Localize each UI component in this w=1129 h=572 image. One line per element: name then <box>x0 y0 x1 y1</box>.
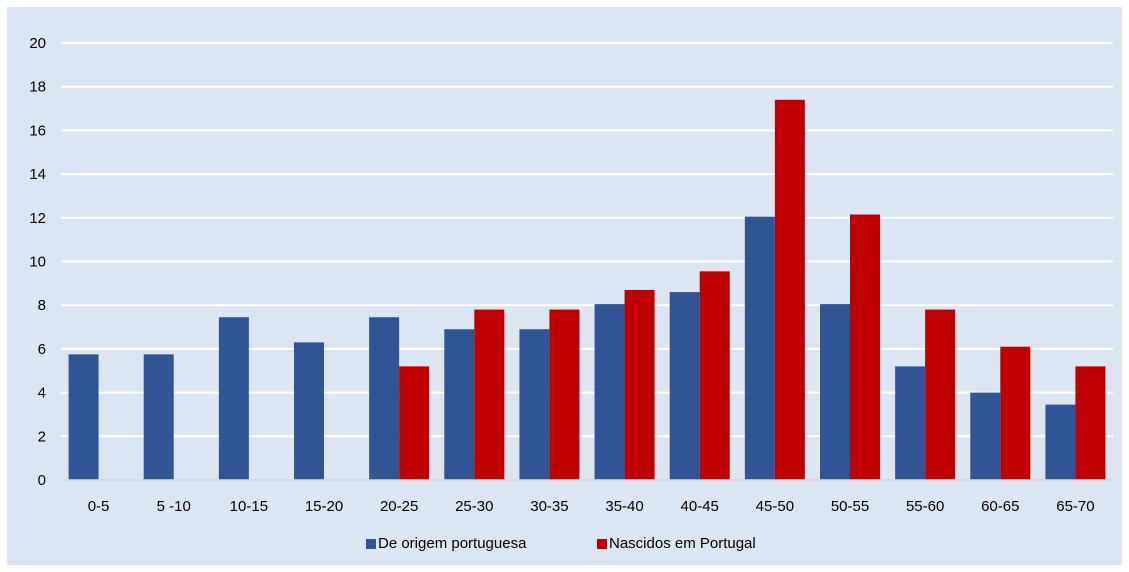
bar-de-origem-portuguesa-60-65 <box>970 392 1001 480</box>
legend-label-de-origem-portuguesa: De origem portuguesa <box>378 535 527 552</box>
legend: De origem portuguesa Nascidos em Portuga… <box>366 535 756 552</box>
bar-de-origem-portuguesa-25-30 <box>444 329 475 480</box>
bar-nascidos-em-portugal-35-40 <box>624 289 655 480</box>
bar-de-origem-portuguesa-0-5 <box>68 354 99 480</box>
bar-nascidos-em-portugal-30-35 <box>549 309 580 480</box>
x-tick-label-55-60: 55-60 <box>906 498 944 515</box>
x-tick-label-35-40: 35-40 <box>605 498 643 515</box>
bar-de-origem-portuguesa-30-35 <box>519 329 550 480</box>
x-tick-label-30-35: 30-35 <box>530 498 568 515</box>
bar-de-origem-portuguesa-50-55 <box>820 304 850 480</box>
legend-label-nascidos-em-portugal: Nascidos em Portugal <box>609 535 756 552</box>
bars <box>68 99 1106 480</box>
bar-de-origem-portuguesa-15-20 <box>294 342 324 480</box>
x-tick-label-25-30: 25-30 <box>455 498 493 515</box>
legend-swatch-nascidos-em-portugal <box>597 539 607 549</box>
x-tick-label-40-45: 40-45 <box>681 498 719 515</box>
x-tick-label-0-5: 0-5 <box>88 498 110 515</box>
y-tick-label-6: 6 <box>38 341 46 358</box>
bar-nascidos-em-portugal-60-65 <box>1000 346 1031 480</box>
y-tick-label-0: 0 <box>38 472 46 489</box>
bar-nascidos-em-portugal-50-55 <box>850 214 880 480</box>
y-axis-tick-labels: 0 2 4 6 8 10 12 14 16 18 20 <box>29 35 46 489</box>
x-tick-label-60-65: 60-65 <box>981 498 1019 515</box>
bar-de-origem-portuguesa-5-10 <box>143 354 174 480</box>
bar-nascidos-em-portugal-20-25 <box>399 366 430 480</box>
bar-nascidos-em-portugal-45-50 <box>774 99 805 480</box>
x-tick-label-45-50: 45-50 <box>756 498 794 515</box>
x-tick-label-15-20: 15-20 <box>305 498 343 515</box>
y-tick-label-18: 18 <box>29 79 46 96</box>
bar-de-origem-portuguesa-40-45 <box>669 292 700 480</box>
bar-nascidos-em-portugal-65-70 <box>1075 366 1106 480</box>
x-axis-tick-labels: 0-5 5 -10 10-15 15-20 20-25 25-30 30-35 35-40 40… <box>88 498 1095 515</box>
bar-nascidos-em-portugal-55-60 <box>925 309 956 480</box>
bar-de-origem-portuguesa-20-25 <box>369 317 400 480</box>
y-tick-label-20: 20 <box>29 35 46 52</box>
legend-swatch-de-origem-portuguesa <box>366 539 376 549</box>
x-tick-label-50-55: 50-55 <box>831 498 869 515</box>
y-tick-label-14: 14 <box>29 166 46 183</box>
x-tick-label-65-70: 65-70 <box>1056 498 1094 515</box>
x-tick-label-20-25: 20-25 <box>380 498 418 515</box>
bar-de-origem-portuguesa-55-60 <box>895 366 926 480</box>
bar-nascidos-em-portugal-40-45 <box>699 271 730 480</box>
x-tick-label-5-10: 5 -10 <box>157 498 191 515</box>
y-tick-label-12: 12 <box>29 210 46 227</box>
y-tick-label-8: 8 <box>38 297 46 314</box>
bar-de-origem-portuguesa-45-50 <box>744 216 775 480</box>
y-tick-label-2: 2 <box>38 428 46 445</box>
bar-de-origem-portuguesa-35-40 <box>594 304 625 480</box>
bar-de-origem-portuguesa-10-15 <box>218 317 249 480</box>
bar-nascidos-em-portugal-25-30 <box>474 309 505 480</box>
y-tick-label-16: 16 <box>29 122 46 139</box>
x-tick-label-10-15: 10-15 <box>230 498 268 515</box>
y-tick-label-4: 4 <box>38 385 46 402</box>
y-tick-label-10: 10 <box>29 254 46 271</box>
gridlines <box>61 42 1113 438</box>
bar-de-origem-portuguesa-65-70 <box>1045 404 1076 480</box>
